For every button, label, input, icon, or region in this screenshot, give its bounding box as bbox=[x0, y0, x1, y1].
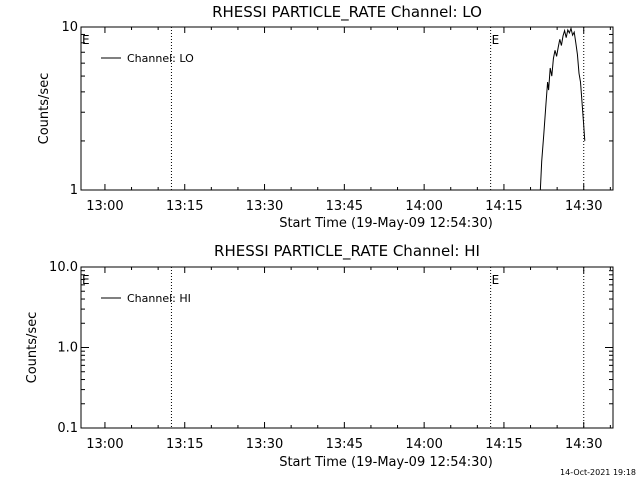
event-marker-label: E bbox=[492, 273, 500, 287]
x-axis-label: Start Time (19-May-09 12:54:30) bbox=[279, 455, 493, 470]
y-axis-label: Counts/sec bbox=[25, 312, 40, 384]
event-marker-label: E bbox=[492, 33, 500, 47]
legend-label: Channel: HI bbox=[127, 292, 191, 305]
x-tick-label: 13:45 bbox=[326, 437, 363, 452]
y-tick-label: 1 bbox=[70, 183, 78, 198]
event-marker-label: E bbox=[82, 33, 90, 47]
x-tick-label: 13:30 bbox=[246, 437, 283, 452]
x-tick-label: 14:15 bbox=[485, 437, 522, 452]
hi-channel-panel: RHESSI PARTICLE_RATE Channel: HI 13:00 13:… bbox=[25, 242, 614, 470]
lo-channel-panel: RHESSI PARTICLE_RATE Channel: LO 13:00 13:… bbox=[37, 3, 614, 231]
y-tick-label: 0.1 bbox=[57, 421, 78, 436]
x-tick-label: 14:15 bbox=[485, 199, 522, 214]
x-tick-label: 13:30 bbox=[246, 199, 283, 214]
timestamp-footer: 14-Oct-2021 19:18 bbox=[560, 468, 636, 477]
legend-label: Channel: LO bbox=[127, 52, 194, 65]
x-tick-label: 13:00 bbox=[86, 437, 123, 452]
x-tick-label: 14:00 bbox=[405, 437, 442, 452]
x-tick-label: 14:30 bbox=[565, 199, 602, 214]
x-tick-label: 13:15 bbox=[166, 199, 203, 214]
x-tick-label: 13:00 bbox=[86, 199, 123, 214]
event-marker-label: E bbox=[82, 273, 90, 287]
chart-title: RHESSI PARTICLE_RATE Channel: LO bbox=[212, 3, 482, 22]
x-axis-label: Start Time (19-May-09 12:54:30) bbox=[279, 216, 493, 231]
y-axis-label: Counts/sec bbox=[37, 73, 52, 145]
y-tick-label: 1.0 bbox=[57, 341, 78, 356]
x-tick-label: 13:45 bbox=[326, 199, 363, 214]
chart-title: RHESSI PARTICLE_RATE Channel: HI bbox=[214, 242, 480, 261]
y-tick-label: 10 bbox=[61, 20, 78, 35]
y-tick-label: 10.0 bbox=[49, 260, 78, 275]
plot-frame bbox=[80, 26, 614, 191]
series-line bbox=[539, 27, 586, 190]
x-tick-label: 13:15 bbox=[166, 437, 203, 452]
x-tick-label: 14:30 bbox=[565, 437, 602, 452]
x-tick-label: 14:00 bbox=[405, 199, 442, 214]
